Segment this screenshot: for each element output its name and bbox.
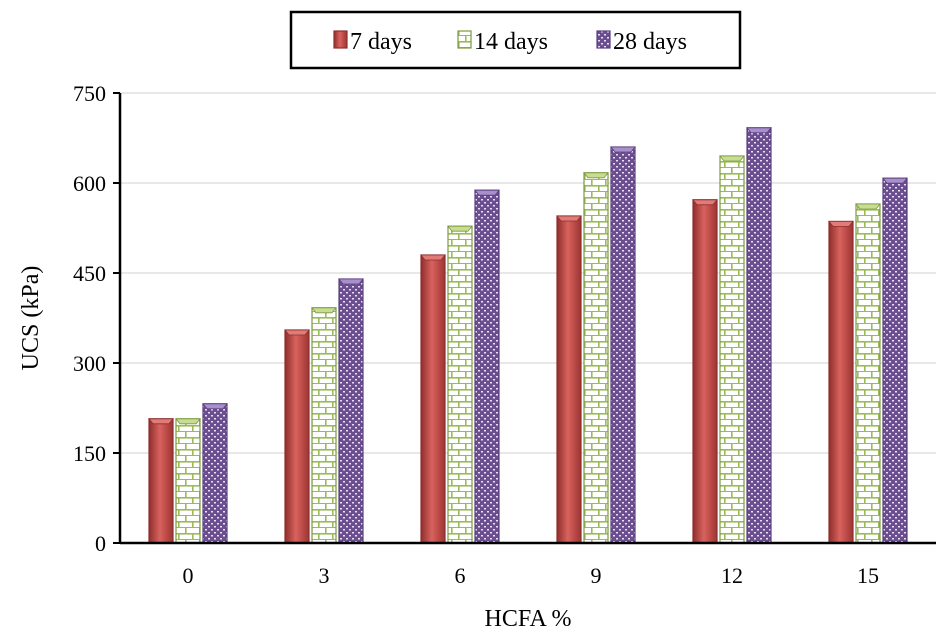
bar-body — [284, 329, 310, 544]
bar-body — [148, 418, 174, 544]
bar-body — [175, 418, 201, 544]
bar-body — [447, 225, 473, 544]
bar — [202, 403, 228, 544]
bar-body — [719, 155, 745, 544]
x-tick-label: 3 — [319, 563, 330, 588]
bar-body — [474, 189, 500, 544]
bar-body — [338, 278, 364, 544]
bar-body — [746, 127, 772, 544]
bar-body — [420, 254, 446, 544]
bar-body — [583, 172, 609, 544]
gridlines — [120, 92, 936, 454]
y-tick-label: 750 — [73, 81, 106, 106]
legend: 7 days 14 days 28 days — [289, 10, 742, 70]
bar — [311, 307, 337, 544]
y-tick-label: 450 — [73, 261, 106, 286]
bar-body — [692, 199, 718, 544]
bar-cap — [284, 329, 310, 336]
y-tick-label: 150 — [73, 441, 106, 466]
bar-cap — [175, 418, 201, 425]
legend-label: 7 days — [350, 29, 412, 55]
bar-cap — [855, 203, 881, 210]
bar — [284, 329, 310, 544]
legend-swatch — [457, 30, 472, 49]
bar — [420, 254, 446, 544]
legend-swatch — [333, 30, 348, 49]
bar-body — [556, 215, 582, 544]
x-tick-label: 0 — [183, 563, 194, 588]
bar-cap — [746, 127, 772, 134]
bar-cap — [202, 403, 228, 410]
bar-cap — [719, 155, 745, 162]
bar-cap — [420, 254, 446, 261]
bar — [447, 225, 473, 544]
bar-body — [610, 146, 636, 544]
bar — [746, 127, 772, 544]
legend-swatch — [596, 30, 611, 49]
x-axis-title: HCFA % — [485, 606, 572, 632]
bar-cap — [556, 215, 582, 222]
bar — [882, 177, 908, 544]
legend-label: 14 days — [474, 29, 548, 55]
bar — [719, 155, 745, 544]
bar-body — [202, 403, 228, 544]
bar — [474, 189, 500, 544]
bar-cap — [828, 220, 854, 227]
bar — [610, 146, 636, 544]
bar-cap — [583, 172, 609, 179]
bar-body — [855, 203, 881, 544]
legend-label: 28 days — [613, 29, 687, 55]
legend-frame — [289, 10, 742, 70]
y-axis-title: UCS (kPa) — [18, 266, 44, 371]
bar-cap — [474, 189, 500, 196]
bar — [338, 278, 364, 544]
axes — [113, 92, 936, 545]
bar-cap — [610, 146, 636, 153]
bar-cap — [311, 307, 337, 314]
bar — [148, 418, 174, 544]
x-tick-label: 6 — [455, 563, 466, 588]
bar — [855, 203, 881, 544]
bar — [583, 172, 609, 544]
x-tick-label: 9 — [591, 563, 602, 588]
y-tick-label: 300 — [73, 351, 106, 376]
bar-cap — [692, 199, 718, 206]
bar — [175, 418, 201, 544]
bar-cap — [882, 177, 908, 184]
bar-cap — [148, 418, 174, 425]
bars — [148, 127, 908, 544]
y-tick-label: 0 — [95, 531, 106, 556]
y-tick-label: 600 — [73, 171, 106, 196]
bar-cap — [447, 225, 473, 232]
tick-labels: 0 150 300 450 600 750 0 3 6 9 12 15 — [73, 81, 879, 588]
bar-body — [311, 307, 337, 544]
bar — [692, 199, 718, 544]
bar-body — [882, 177, 908, 544]
bar-cap — [338, 278, 364, 285]
bar — [828, 220, 854, 544]
bar — [556, 215, 582, 544]
x-tick-label: 12 — [721, 563, 743, 588]
bar-body — [828, 220, 854, 544]
x-tick-label: 15 — [857, 563, 879, 588]
